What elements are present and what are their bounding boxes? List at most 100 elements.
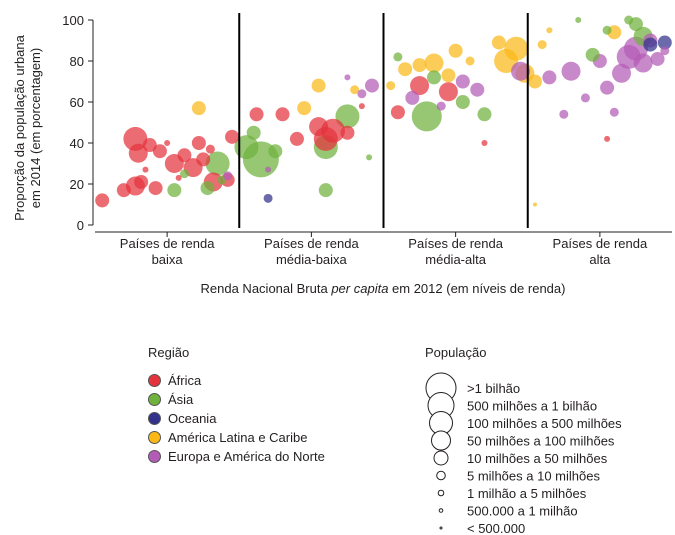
region-swatch [148,431,161,444]
data-bubble [504,36,529,61]
population-circle [436,470,446,481]
data-bubble [542,70,557,85]
y-tick-label: 0 [77,218,84,233]
data-bubble [390,105,405,120]
data-bubble [344,74,351,81]
data-bubble [167,183,182,198]
x-tick-label-line2: média-alta [425,252,486,267]
data-bubble [246,125,261,140]
region-legend-item: África [148,371,325,390]
data-bubble [532,202,537,207]
data-bubble [116,183,131,198]
data-bubble [481,140,488,146]
data-bubble [191,101,206,116]
data-bubble [546,27,553,34]
data-bubble [196,152,211,167]
data-bubble [358,103,365,110]
population-circle [438,508,444,513]
data-bubble [559,109,569,119]
data-bubble [309,117,329,137]
data-bubble [393,52,403,62]
data-bubble [424,53,444,73]
x-axis-label-part: em 2012 (em níveis de renda) [388,281,565,296]
data-bubble [95,193,110,208]
data-bubble [604,135,611,142]
data-bubble [477,107,492,122]
x-axis-label-part: per capita [330,281,388,296]
x-axis-label-part: Renda Nacional Bruta [201,281,332,296]
data-bubble [491,35,506,50]
data-bubble [164,140,171,146]
data-bubble [426,70,441,85]
population-label: 100 milhões a 500 milhões [467,416,622,431]
data-bubble [200,181,215,196]
data-bubble [398,62,413,77]
region-legend-item: Europa e América do Norte [148,447,325,466]
region-swatch [148,374,161,387]
data-bubble [177,148,192,163]
population-label: 500.000 a 1 milhão [467,504,578,519]
data-bubble [657,35,672,50]
region-label: Oceania [168,410,217,426]
data-bubble [128,143,148,163]
data-bubble [412,58,427,73]
region-legend-item: América Latina e Caribe [148,428,325,447]
data-bubble [191,136,206,150]
region-swatch [148,412,161,425]
data-bubble [134,174,149,189]
x-axis-label: Renda Nacional Bruta per capita em 2012 … [201,281,566,296]
region-swatch [148,393,161,406]
x-tick-label: Países de renda [120,236,215,251]
data-bubble [411,101,442,132]
y-tick-label: 40 [70,136,84,151]
data-bubble [234,135,259,160]
data-bubble [441,68,456,83]
region-label: América Latina e Caribe [168,429,308,445]
data-bubble [249,107,264,122]
data-bubble [575,17,582,23]
region-legend-items: África Ásia Oceania América Latina e Caribe… [148,371,325,466]
x-tick-label-line2: baixa [152,252,184,267]
data-bubble [602,25,612,35]
population-label: 1 milhão a 5 milhões [467,486,587,501]
y-axis-label-line1: Proporção da população urbana [12,34,27,221]
data-bubble [175,174,182,181]
data-bubble [438,82,458,102]
population-label: 50 milhões a 100 milhões [467,434,615,449]
data-bubble [609,107,619,117]
data-bubble [275,107,290,122]
data-bubble [612,63,632,83]
data-bubble [405,90,420,105]
y-tick-label: 100 [62,13,84,28]
data-bubble [148,181,163,196]
data-bubble [436,101,446,111]
population-legend-items: >1 bilhão 500 milhões a 1 bilhão 100 milhõ… [425,372,622,535]
data-bubble [624,15,634,25]
data-bubble [311,78,326,93]
data-bubble [289,131,304,146]
data-bubble [527,74,542,89]
y-tick-label: 20 [70,177,84,192]
data-bubble [366,154,373,161]
data-bubble [511,61,531,81]
data-bubble [580,93,590,103]
scatter-chart: 0 20 40 60 80 100 Proporção da população urban… [12,13,672,296]
data-bubble [465,56,475,66]
region-legend-title: Região [148,345,190,360]
population-label: < 500.000 [467,521,525,535]
data-bubble [561,61,581,81]
data-bubble [142,138,157,153]
population-legend-title: População [425,345,487,360]
data-bubble [297,101,312,116]
population-circle [437,489,445,497]
region-label: Ásia [168,391,194,407]
data-bubble [660,46,670,56]
data-bubble [225,129,240,144]
x-tick-label-line2: alta [589,252,611,267]
population-label: 10 milhões a 50 milhões [467,451,608,466]
data-bubble [179,169,189,179]
region-legend: Região África Ásia Oceania América Latina e… [148,344,325,466]
population-label: 5 milhões a 10 milhões [467,469,600,484]
data-bubble [265,166,272,173]
data-bubble [600,80,615,95]
